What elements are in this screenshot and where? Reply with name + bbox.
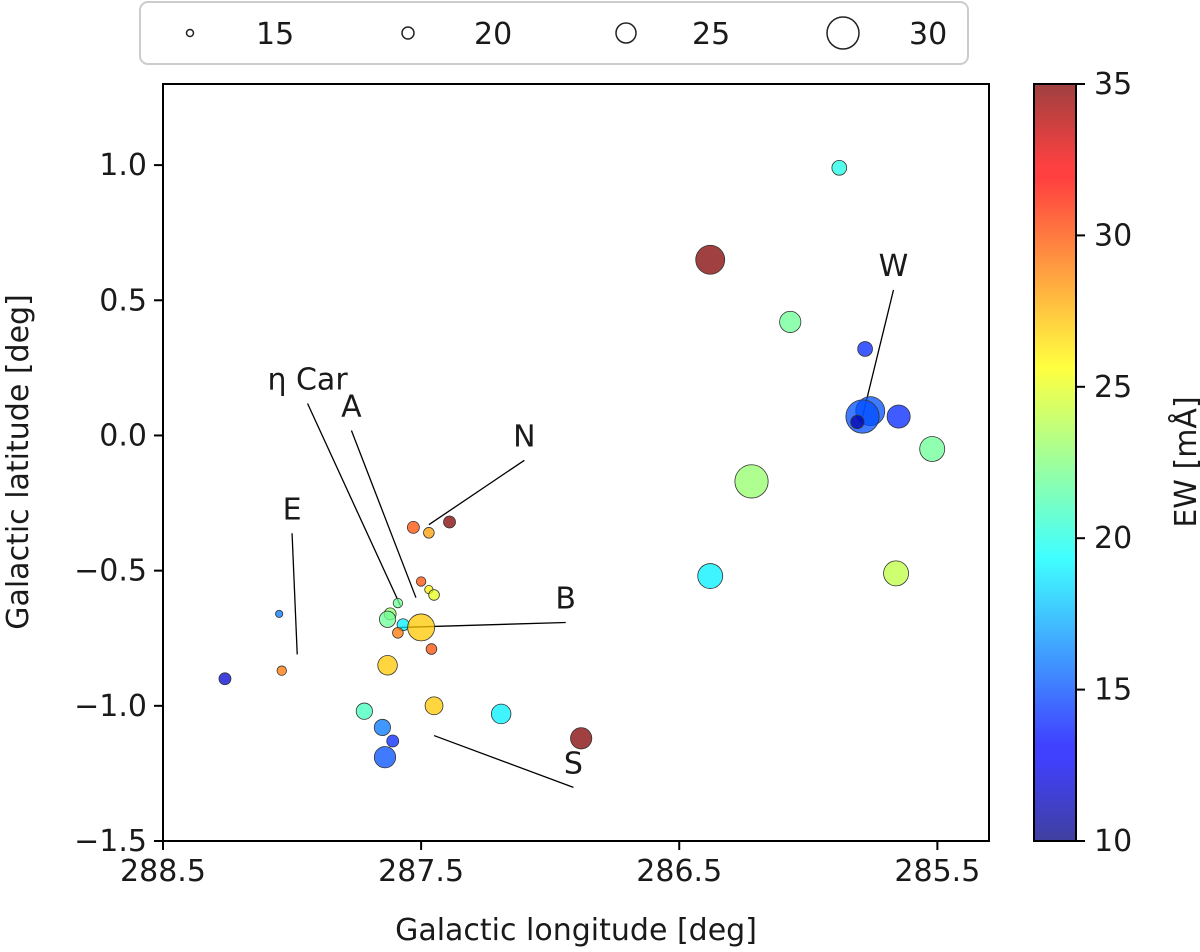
colorbar-frame	[1033, 83, 1077, 842]
y-tick-label: 0.5	[99, 283, 147, 318]
colorbar-gradient	[1034, 84, 1076, 841]
data-point	[570, 727, 593, 750]
x-tick-label: 286.5	[636, 854, 722, 889]
annotation-label: S	[564, 746, 583, 781]
annotation-label: E	[283, 492, 302, 527]
annotation-label: N	[513, 419, 535, 454]
data-point	[275, 609, 284, 618]
annotation-leader-line	[861, 289, 895, 417]
y-tick-label: 1.0	[99, 148, 147, 183]
data-point	[734, 464, 769, 499]
data-point	[386, 734, 400, 748]
data-point	[379, 610, 397, 628]
y-tick-label: −1.0	[74, 689, 147, 724]
data-point	[857, 341, 873, 357]
data-point	[423, 527, 435, 539]
data-point	[276, 665, 287, 676]
size-legend-marker-30	[826, 16, 860, 50]
data-point	[845, 399, 880, 434]
size-legend-label-30: 30	[909, 17, 947, 52]
plot-area	[163, 84, 989, 841]
y-tick-label: 0.0	[99, 418, 147, 453]
data-point	[919, 436, 946, 462]
data-point	[831, 160, 848, 176]
data-point	[415, 576, 427, 587]
data-point	[425, 643, 438, 655]
data-point	[392, 627, 404, 639]
annotation-label: η Car	[267, 363, 348, 398]
colorbar-tick-label: 10	[1094, 824, 1132, 859]
data-point	[377, 655, 398, 676]
x-tick-label: 285.5	[894, 854, 980, 889]
colorbar-label: EW [mÅ]	[1168, 396, 1200, 527]
x-tick-label: 287.5	[378, 854, 464, 889]
colorbar-ticks: 10 15 20 25 30 35	[1076, 67, 1132, 859]
annotation-leader-line	[350, 430, 417, 598]
data-point	[697, 563, 724, 589]
data-points	[218, 160, 946, 769]
data-point	[218, 672, 232, 686]
plot-frame	[162, 83, 990, 842]
colorbar-tick-label: 20	[1094, 521, 1132, 556]
size-legend-label-25: 25	[692, 17, 730, 52]
data-point	[779, 310, 802, 333]
data-point	[443, 515, 456, 529]
x-axis: 288.5 287.5 286.5 285.5	[120, 841, 980, 889]
data-point	[850, 414, 865, 430]
y-tick-label: −1.5	[74, 824, 147, 859]
colorbar-tick-label: 25	[1094, 370, 1132, 405]
x-axis-label: Galactic longitude [deg]	[395, 913, 757, 948]
data-point	[695, 244, 726, 275]
data-point	[373, 718, 391, 737]
annotation-leader-line	[291, 533, 298, 655]
data-point	[428, 589, 440, 601]
colorbar-tick-label: 15	[1094, 673, 1132, 708]
data-point	[406, 520, 420, 534]
annotation-leader-line	[433, 734, 574, 789]
size-legend-label-15: 15	[256, 17, 294, 52]
size-legend-label-20: 20	[474, 17, 512, 52]
size-legend-marker-15	[185, 28, 195, 38]
size-legend-marker-25	[615, 22, 637, 44]
y-axis: 1.0 0.5 0.0 −0.5 −1.0 −1.5	[74, 148, 163, 859]
data-point	[886, 404, 911, 429]
annotation-leader-line	[428, 459, 525, 526]
annotation-label: B	[555, 581, 576, 616]
colorbar: 10 15 20 25 30 35 EW [mÅ]	[1033, 67, 1200, 859]
annotation-label: W	[879, 249, 909, 284]
data-point	[373, 746, 397, 769]
size-legend-frame	[139, 1, 969, 65]
annotation-label: A	[341, 390, 362, 425]
data-point	[392, 597, 404, 609]
colorbar-tick-label: 30	[1094, 218, 1132, 253]
data-point	[424, 696, 444, 716]
data-point	[355, 702, 373, 720]
data-point	[407, 613, 436, 642]
size-legend: 15 20 25 30	[139, 1, 969, 65]
data-point	[490, 703, 512, 725]
data-point	[883, 560, 909, 587]
y-axis-label: Galactic latitude [deg]	[1, 294, 36, 630]
x-tick-label: 288.5	[120, 854, 206, 889]
y-tick-label: −0.5	[74, 554, 147, 589]
size-legend-marker-20	[401, 26, 415, 40]
annotation-leader-line	[306, 403, 402, 607]
colorbar-tick-label: 35	[1094, 67, 1132, 102]
